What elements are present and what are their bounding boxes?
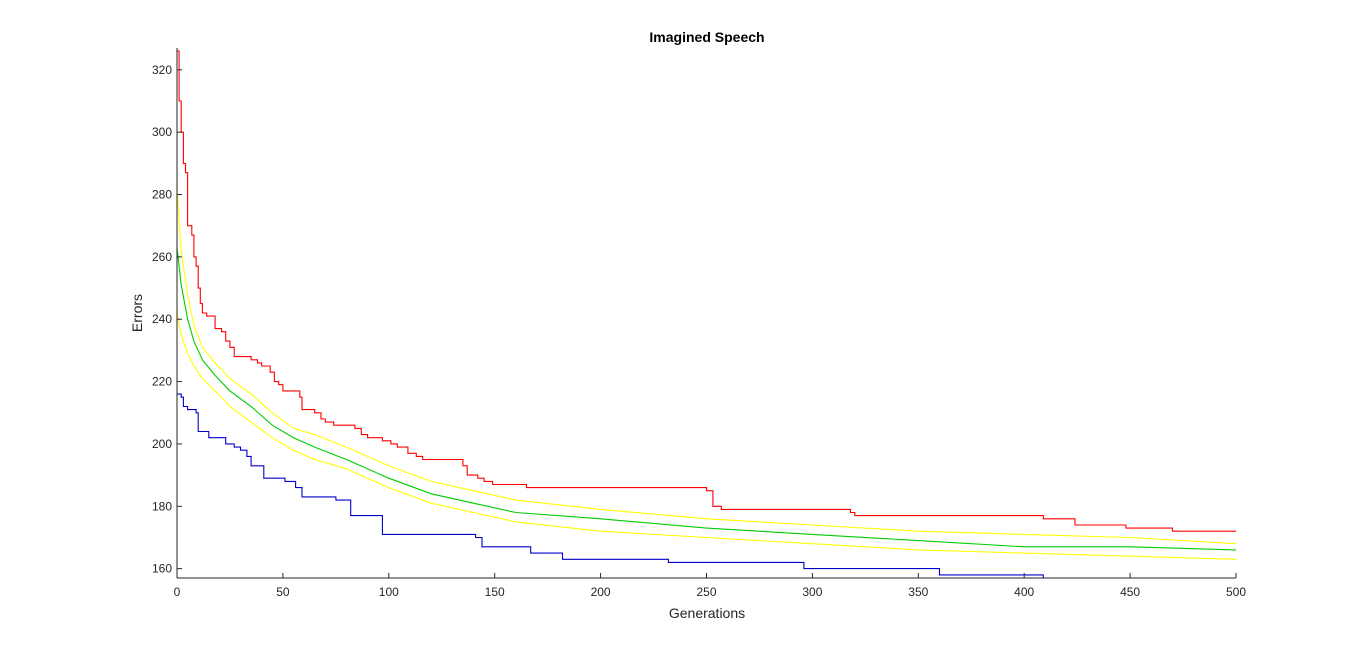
series-line-5 — [177, 393, 1236, 579]
x-tick-label: 450 — [1120, 585, 1140, 599]
chart-title: Imagined Speech — [649, 29, 764, 45]
x-tick-label: 100 — [379, 585, 399, 599]
y-tick-label: 300 — [152, 125, 172, 139]
x-tick-label: 50 — [276, 585, 290, 599]
x-tick-label: 500 — [1226, 585, 1246, 599]
y-tick-label: 240 — [152, 312, 172, 326]
y-tick-label: 320 — [152, 63, 172, 77]
x-tick-label: 250 — [696, 585, 716, 599]
y-axis-title: Errors — [129, 294, 145, 332]
y-tick-label: 200 — [152, 437, 172, 451]
plot-area: 0 50 100 150 200 250 300 350 400 450 500 160 180 200 2… — [152, 48, 1246, 599]
x-tick-label: 300 — [802, 585, 822, 599]
y-tick-label: 160 — [152, 562, 172, 576]
x-tick-label: 0 — [174, 585, 181, 599]
series-line-3 — [176, 247, 1237, 551]
x-axis-title: Generations — [669, 605, 745, 621]
series-line-1 — [177, 50, 1236, 532]
x-tick-label: 150 — [485, 585, 505, 599]
y-tick-label: 220 — [152, 375, 172, 389]
y-tick-label: 260 — [152, 250, 172, 264]
x-tick-label: 350 — [908, 585, 928, 599]
x-tick-label: 400 — [1014, 585, 1034, 599]
y-tick-label: 280 — [152, 188, 172, 202]
series-line-2 — [176, 188, 1237, 545]
x-tick-label: 200 — [591, 585, 611, 599]
series-line-4 — [176, 312, 1237, 560]
y-tick-label: 180 — [152, 499, 172, 513]
